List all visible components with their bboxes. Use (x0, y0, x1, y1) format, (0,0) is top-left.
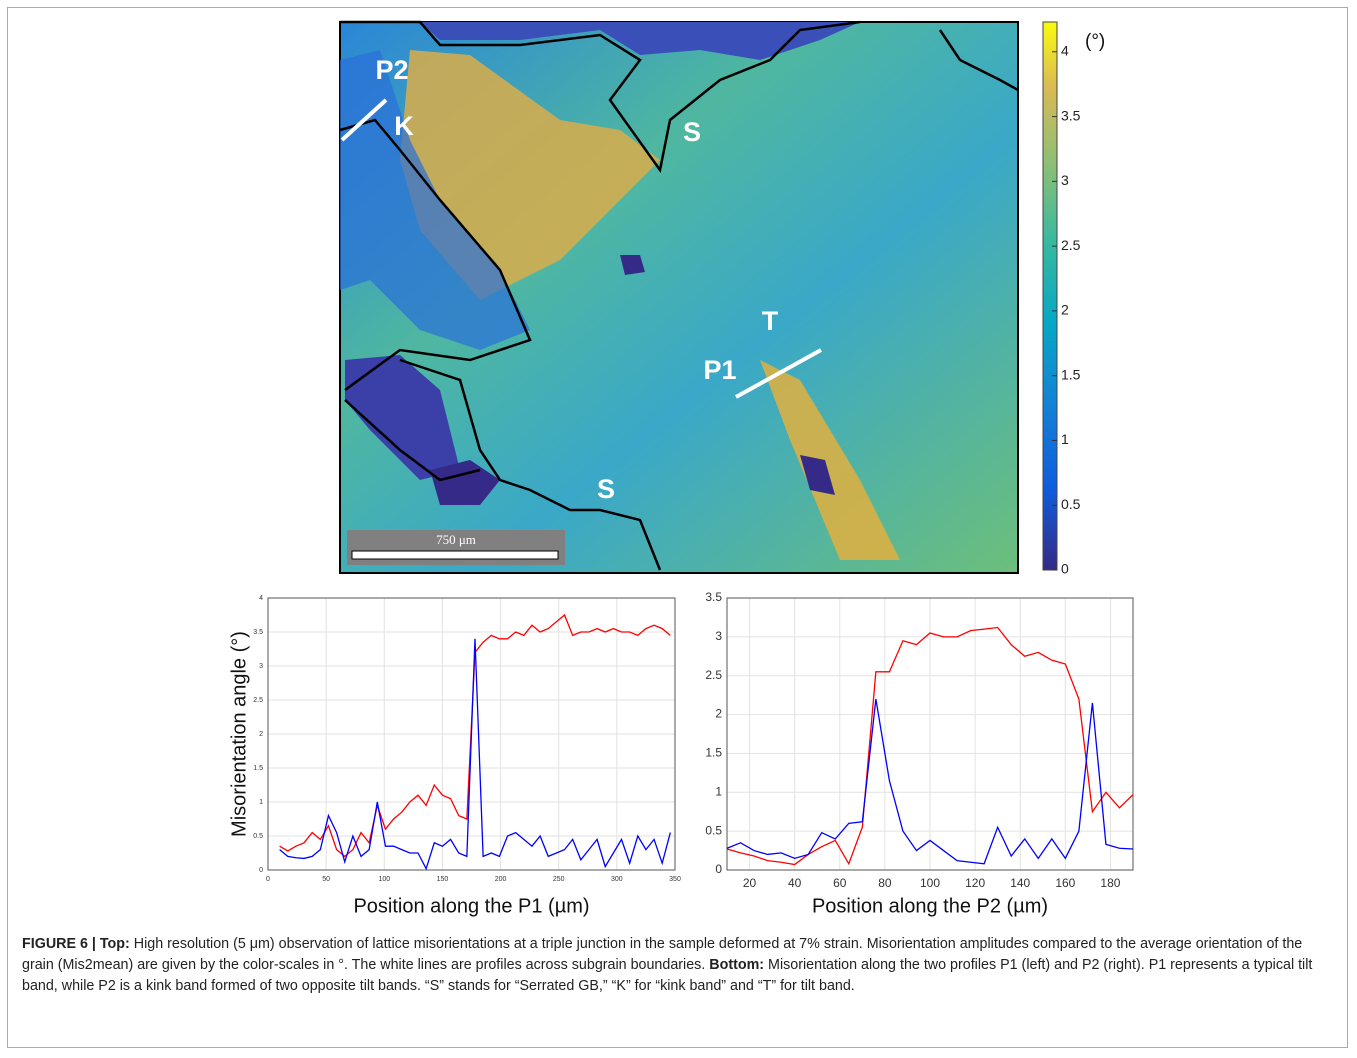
map-label: P1 (703, 355, 736, 385)
colorbar-tick-label: 3.5 (1061, 107, 1081, 123)
x-tick-label: 250 (553, 876, 565, 883)
x-tick-label: 50 (322, 876, 330, 883)
colorbar-tick-label: 1 (1061, 431, 1069, 447)
line-chart: 0 50 100 150 200 250 300 350 0 0.5 1 1.5 2 2.5 3 3.5 4 Po… (228, 595, 681, 917)
caption-text: FIGURE 6 | Top: (22, 936, 130, 952)
line-chart: 20 40 60 80 100 120 140 160 180 0 0.5 1 1.5 2 2.5 3 3.5 P… (705, 590, 1134, 917)
map-label: T (762, 306, 779, 336)
y-tick-label: 2.5 (705, 668, 722, 682)
y-tick-label: 0.5 (705, 823, 722, 837)
x-tick-label: 300 (611, 876, 623, 883)
x-tick-label: 60 (833, 876, 847, 890)
axes-box (267, 597, 676, 871)
colorbar-tick-label: 0.5 (1061, 496, 1081, 512)
y-axis-label: Misorientation angle (°) (228, 631, 250, 837)
colorbar-unit: (°) (1085, 31, 1105, 52)
figure-caption: FIGURE 6 | Top: High resolution (5 μm) o… (22, 934, 1337, 997)
caption-text: Misorientation along the two profiles P1… (22, 957, 1313, 994)
y-tick-label: 1 (259, 799, 263, 806)
y-tick-label: 3.5 (253, 629, 263, 636)
caption-text: Bottom: (709, 957, 765, 973)
x-tick-label: 20 (743, 876, 757, 890)
x-tick-label: 0 (266, 876, 270, 883)
data-line (726, 626, 1134, 866)
x-tick-label: 40 (788, 876, 802, 890)
y-tick-label: 0.5 (253, 833, 263, 840)
map-label: P2 (375, 55, 408, 85)
map-label: K (394, 111, 414, 141)
data-line (726, 698, 1134, 865)
x-tick-label: 180 (1100, 876, 1120, 890)
y-tick-label: 2.5 (253, 697, 263, 704)
colorbar (1042, 21, 1058, 571)
x-tick-label: 120 (965, 876, 985, 890)
x-axis-label: Position along the P1 (µm) (353, 895, 589, 917)
y-tick-label: 2 (259, 731, 263, 738)
x-tick-label: 350 (669, 876, 681, 883)
data-line (279, 638, 671, 871)
x-tick-label: 160 (1055, 876, 1075, 890)
y-tick-label: 1 (715, 784, 722, 798)
figure-frame (7, 7, 1348, 1048)
y-tick-label: 1.5 (253, 765, 263, 772)
scale-bar-label: 750 μm (436, 532, 476, 547)
colorbar-tick-label: 4 (1061, 42, 1069, 58)
y-tick-label: 2 (715, 707, 722, 721)
x-axis-label: Position along the P2 (µm) (812, 895, 1048, 917)
x-tick-label: 100 (378, 876, 390, 883)
y-tick-label: 0 (715, 862, 722, 876)
y-tick-label: 0 (259, 867, 263, 874)
y-tick-label: 3 (715, 629, 722, 643)
caption-text: High resolution (5 μm) observation of la… (22, 936, 1303, 973)
y-tick-label: 1.5 (705, 746, 722, 760)
colorbar-tick-label: 2.5 (1061, 237, 1081, 253)
x-tick-label: 140 (1010, 876, 1030, 890)
x-tick-label: 200 (495, 876, 507, 883)
x-tick-label: 80 (878, 876, 892, 890)
x-tick-label: 150 (437, 876, 449, 883)
axes-box (726, 597, 1134, 871)
misorientation-map (339, 20, 1019, 574)
colorbar-tick-label: 0 (1061, 561, 1069, 577)
y-tick-label: 3 (259, 663, 263, 670)
map-label: S (683, 117, 701, 147)
colorbar-tick-label: 2 (1061, 302, 1069, 318)
y-tick-label: 4 (259, 595, 263, 602)
colorbar-tick-label: 1.5 (1061, 366, 1081, 382)
x-tick-label: 100 (920, 876, 940, 890)
map-label: S (597, 474, 615, 504)
y-tick-label: 3.5 (705, 590, 722, 604)
colorbar-tick-label: 3 (1061, 172, 1069, 188)
